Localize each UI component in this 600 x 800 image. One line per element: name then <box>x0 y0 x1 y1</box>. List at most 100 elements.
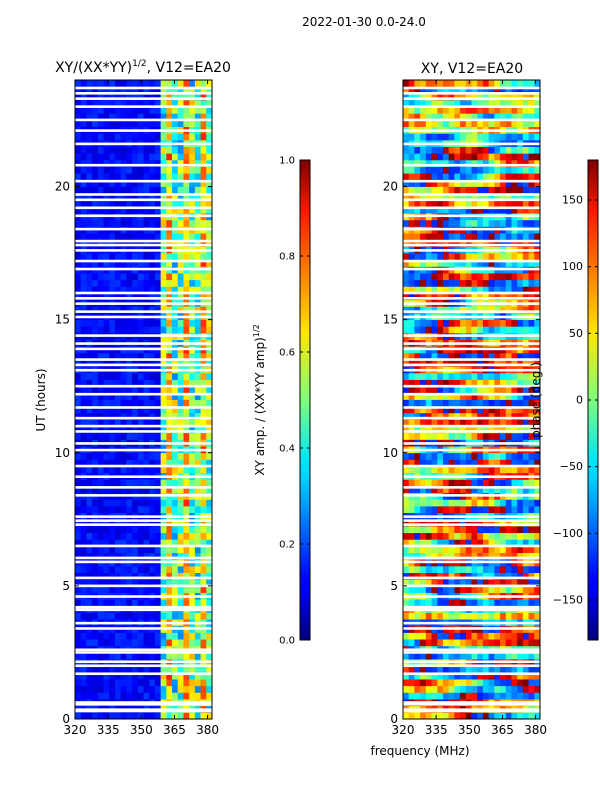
heatmap-cell <box>97 525 104 534</box>
heatmap-cell <box>114 293 122 301</box>
heatmap-cell <box>517 193 524 201</box>
heatmap-cell <box>154 712 162 720</box>
heatmap-cell <box>126 525 133 534</box>
heatmap-cell <box>97 459 104 467</box>
heatmap-cell <box>442 86 450 94</box>
heatmap-cell <box>403 579 410 587</box>
heatmap-cell <box>442 712 450 720</box>
heatmap-cell <box>477 539 484 547</box>
heatmap-cell <box>114 399 122 407</box>
heatmap-cell <box>97 319 104 327</box>
heatmap-cell <box>403 106 410 114</box>
heatmap-cell <box>132 432 139 440</box>
colorbar-tick-label: 100 <box>562 260 583 273</box>
heatmap-cell <box>534 286 541 294</box>
heatmap-cell <box>200 539 207 547</box>
heatmap-cell <box>154 639 162 647</box>
heatmap-cell <box>403 113 410 121</box>
heatmap-cell <box>109 565 116 573</box>
heatmap-cell <box>132 253 139 261</box>
heatmap-cell <box>528 326 535 334</box>
heatmap-cell <box>143 146 150 154</box>
heatmap-cell <box>454 479 461 487</box>
heatmap-cell <box>494 459 501 467</box>
heatmap-cell <box>200 113 207 121</box>
heatmap-cell <box>425 712 432 720</box>
heatmap-cell <box>437 279 444 287</box>
heatmap-cell <box>92 173 99 181</box>
heatmap-cell <box>471 239 478 247</box>
heatmap-cell <box>511 86 518 94</box>
heatmap-cell <box>137 326 144 334</box>
heatmap-cell <box>189 432 196 440</box>
heatmap-cell <box>454 233 461 241</box>
heatmap-cell <box>109 466 116 474</box>
flagged-row <box>75 363 212 367</box>
heatmap-cell <box>114 273 122 281</box>
heatmap-cell <box>414 259 421 267</box>
heatmap-cell <box>425 672 432 680</box>
heatmap-cell <box>420 86 427 94</box>
heatmap-cell <box>206 133 213 141</box>
heatmap-cell <box>420 133 427 141</box>
heatmap-cell <box>109 685 116 693</box>
flagged-row <box>403 448 540 452</box>
y-tick-label: 10 <box>55 446 70 460</box>
heatmap-cell <box>482 379 490 387</box>
heatmap-cell <box>420 286 427 294</box>
heatmap-cell <box>143 525 150 534</box>
heatmap-cell <box>103 193 110 201</box>
heatmap-cell <box>126 99 133 108</box>
heatmap-cell <box>166 665 173 673</box>
heatmap-cell <box>177 712 184 720</box>
heatmap-cell <box>460 193 467 201</box>
heatmap-cell <box>471 273 478 281</box>
flagged-row <box>403 129 540 132</box>
heatmap-cell <box>488 479 495 487</box>
heatmap-cell <box>183 685 190 693</box>
heatmap-cell <box>86 86 93 94</box>
heatmap-cell <box>408 306 415 314</box>
heatmap-cell <box>534 552 541 560</box>
heatmap-cell <box>80 253 87 261</box>
heatmap-cell <box>534 712 541 720</box>
heatmap-cell <box>132 326 139 334</box>
heatmap-cell <box>408 579 415 587</box>
heatmap-cell <box>92 506 99 514</box>
heatmap-cell <box>488 86 495 94</box>
heatmap-cell <box>149 672 156 680</box>
heatmap-cell <box>403 146 410 154</box>
heatmap-cell <box>103 253 110 261</box>
heatmap-cell <box>137 632 144 640</box>
heatmap-cell <box>505 273 512 281</box>
heatmap-cell <box>166 166 173 174</box>
heatmap-cell <box>92 479 99 487</box>
heatmap-cell <box>494 259 501 267</box>
heatmap-cell <box>194 193 201 201</box>
heatmap-cell <box>177 519 184 527</box>
heatmap-cell <box>166 253 173 261</box>
heatmap-cell <box>505 565 512 573</box>
heatmap-cell <box>160 93 167 101</box>
heatmap-cell <box>189 293 196 301</box>
heatmap-cell <box>403 279 410 287</box>
heatmap-cell <box>149 486 156 494</box>
heatmap-cell <box>505 146 512 154</box>
heatmap-cell <box>103 379 110 387</box>
heatmap-cell <box>431 386 438 394</box>
heatmap-cell <box>189 426 196 434</box>
heatmap-cell <box>75 599 82 607</box>
heatmap-cell <box>143 406 150 414</box>
heatmap-cell <box>465 432 472 440</box>
heatmap-cell <box>154 186 162 194</box>
heatmap-cell <box>132 359 139 367</box>
flagged-row <box>403 560 540 564</box>
heatmap-cell <box>517 286 524 294</box>
heatmap-cell <box>177 459 184 467</box>
heatmap-cell <box>189 372 196 380</box>
heatmap-cell <box>517 359 524 367</box>
heatmap-cell <box>454 639 461 647</box>
heatmap-cell <box>528 379 535 387</box>
heatmap-cell <box>534 293 541 301</box>
